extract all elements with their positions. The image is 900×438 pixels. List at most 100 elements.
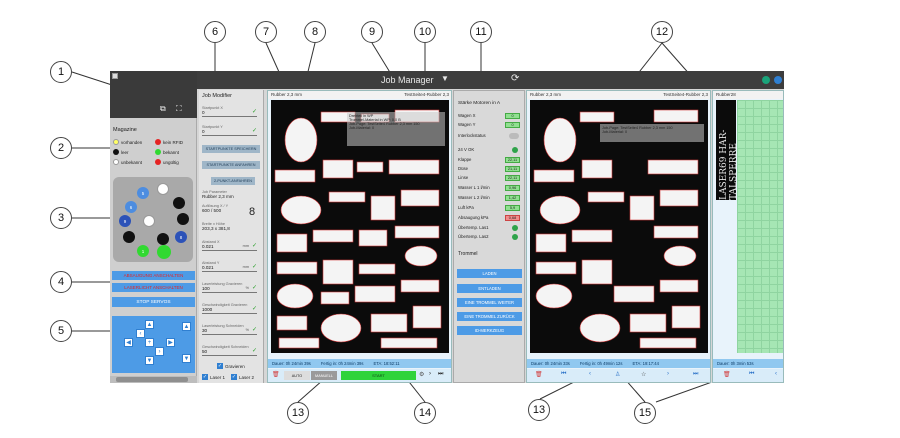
callout-12: 12 (651, 21, 673, 43)
fullscreen-icon[interactable]: ⛶ (176, 104, 182, 113)
trash-icon[interactable]: 🗑 (723, 372, 731, 378)
id-werkzeug-button[interactable]: ID-MERKZEUG (457, 326, 522, 335)
field-value[interactable]: 30% ✓ (202, 327, 257, 335)
field-label: Abstand X (202, 240, 220, 244)
callout-13b: 13 (528, 399, 550, 421)
start-button[interactable]: START (341, 371, 416, 380)
scrollbar-thumb[interactable] (116, 377, 188, 382)
settings-icon[interactable]: ⚙ (419, 372, 425, 378)
field-value[interactable]: 0 ✓ (202, 109, 257, 117)
startpunkt-y-field[interactable]: Startpunkt Y 0 ✓ (202, 125, 257, 136)
left-horizontal-scrollbar[interactable] (110, 376, 197, 383)
jog-z-down-button[interactable]: ▼ (182, 354, 191, 363)
magazine-slot[interactable] (123, 231, 135, 243)
job-manager-window: Job Manager ▼ ⟳ ⧉ ⛶ Magazine vorhanden k… (110, 71, 784, 383)
skip-start-icon[interactable]: ⏮ (749, 371, 755, 377)
laser2-checkbox[interactable]: ✓ Laser 2 (231, 374, 255, 380)
abstand-x-field[interactable]: Abstand X 0.021 mm ✓ (202, 240, 257, 251)
status-dauer: Dauer: 0h 3min 53s (717, 361, 754, 366)
menu-caret-icon[interactable]: ▼ (441, 74, 449, 83)
laden-button[interactable]: LADEN (457, 269, 522, 278)
sensor-value: 22,11 (505, 157, 520, 163)
trash-icon[interactable]: 🗑 (535, 372, 543, 378)
entladen-button[interactable]: ENTLADEN (457, 284, 522, 293)
job-preview-canvas[interactable]: Drehteil in WP Trommel-Material in WP: 0… (271, 100, 449, 353)
startpunkte-anfahren-button[interactable]: STARTPUNKTE ANFAHREN (202, 161, 260, 169)
field-value[interactable]: 100% ✓ (202, 285, 257, 293)
trommel-zurueck-button[interactable]: EINE TROMMEL ZURÜCK (457, 312, 522, 321)
field-value[interactable]: 0.021 mm ✓ (202, 264, 257, 272)
jog-right-fine-button[interactable]: › (155, 347, 164, 356)
manual-mode-button[interactable]: MANUELL (311, 371, 337, 380)
callout-5: 5 (50, 320, 72, 342)
popout-icon[interactable]: ⧉ (160, 104, 166, 113)
magazine-slot[interactable]: 1 (137, 245, 149, 257)
jog-center-button[interactable]: + (145, 338, 154, 347)
next-icon[interactable]: › (667, 371, 669, 377)
skip-start-icon[interactable]: ⏮ (561, 371, 567, 377)
field-value[interactable]: 0.021 mm ✓ (202, 243, 257, 251)
person-icon[interactable]: ♙ (615, 372, 621, 378)
callout-7: 7 (255, 21, 277, 43)
laserleistung-gravieren-field[interactable]: Laserleistung Gravieren 100% ✓ (202, 282, 257, 293)
trash-icon[interactable]: 🗑 (272, 372, 280, 378)
magazine-slot[interactable] (143, 215, 155, 227)
checkbox-checked-icon[interactable]: ✓ (217, 363, 223, 369)
field-value[interactable]: 50 ✓ (202, 348, 257, 356)
legend-item: unbekannt (113, 159, 153, 165)
checkbox-checked-icon[interactable]: ✓ (202, 374, 208, 380)
auto-mode-button[interactable]: AUTO (284, 371, 310, 380)
jog-up-button[interactable]: ▲ (145, 320, 154, 329)
refresh-icon[interactable]: ⟳ (511, 73, 520, 84)
laserleistung-schneiden-field[interactable]: Laserleistung Schneiden 30% ✓ (202, 324, 257, 335)
jog-down-button[interactable]: ▼ (145, 356, 154, 365)
jog-right-button[interactable]: ▶ (166, 338, 175, 347)
magazine-slot[interactable] (157, 183, 169, 195)
geschwindigkeit-gravieren-field[interactable]: Geschwindigkeit Gravieren 1000 ✓ (202, 303, 257, 314)
abstand-y-field[interactable]: Abstand Y 0.021 mm ✓ (202, 261, 257, 272)
gravieren-checkbox[interactable]: ✓ Gravieren (217, 363, 245, 369)
startpunkte-speichern-button[interactable]: STARTPUNKTE SPEICHERN (202, 145, 260, 153)
check-icon: ✓ (251, 264, 257, 270)
status-dot-green[interactable] (762, 76, 770, 84)
sensor-row: Wasser L 2 l/min 1,42 (458, 195, 522, 202)
stop-servos-button[interactable]: STOP SERVOS (112, 297, 195, 307)
jog-z-up-button[interactable]: ▲ (182, 322, 191, 331)
trommel-weiter-button[interactable]: EINE TROMMEL WEITER (457, 298, 522, 307)
magazine-slot[interactable]: 9 (119, 215, 131, 227)
magazine-slot[interactable]: 6 (125, 201, 137, 213)
next-icon[interactable]: › (429, 371, 431, 377)
magazine-slot[interactable] (173, 197, 185, 209)
skip-end-icon[interactable]: ⏭ (438, 371, 444, 377)
field-value[interactable]: 1000 ✓ (202, 306, 257, 314)
magazine-slot[interactable] (177, 213, 189, 225)
status-fertig: Fertig in: 0h 24min 39s (320, 361, 364, 366)
laser1-checkbox[interactable]: ✓ Laser 1 (202, 374, 226, 380)
magazine-slot[interactable] (157, 245, 171, 259)
absaugung-button[interactable]: ABSAUGUNG ANSCHALTEN (112, 271, 195, 280)
previous-icon[interactable]: ‹ (775, 371, 777, 377)
field-value[interactable]: 0 ✓ (202, 128, 257, 136)
checkbox-checked-icon[interactable]: ✓ (231, 374, 237, 380)
geschwindigkeit-schneiden-field[interactable]: Geschwindigkeit Schneiden 50 ✓ (202, 345, 257, 356)
sensor-value: 0,96 (505, 185, 520, 191)
status-dot-blue[interactable] (774, 76, 782, 84)
camera-view[interactable]: ⧉ ⛶ (110, 71, 197, 118)
previous-icon[interactable]: ‹ (589, 371, 591, 377)
startpunkt-x-field[interactable]: Startpunkt X 0 ✓ (202, 106, 257, 117)
job-control-bar: 🗑 AUTO MANUELL START ⚙ › ⏭ (268, 369, 451, 382)
magazine-title: Magazine (113, 127, 137, 133)
green-grid-canvas[interactable] (737, 100, 783, 353)
skip-end-icon[interactable]: ⏭ (693, 371, 699, 377)
jog-left-fine-button[interactable]: ‹ (136, 329, 145, 338)
interlock-toggle[interactable] (509, 133, 519, 139)
job-preview-canvas[interactable]: Job-Page: TestSeite4 Rubber 2,3 mm 150 J… (530, 100, 708, 353)
laserlicht-button[interactable]: LASERLICHT ANSCHALTEN (112, 283, 195, 292)
magazine-slot[interactable]: 8 (175, 231, 187, 243)
magazine-slot[interactable] (157, 233, 169, 245)
job-modifier-panel: Job Modifier Startpunkt X 0 ✓ Startpunkt … (199, 90, 264, 383)
zwei-punkt-anfahren-button[interactable]: 2-PUNKT-ANFAHREN (211, 177, 255, 185)
jog-left-button[interactable]: ◀ (124, 338, 133, 347)
star-icon[interactable]: ☆ (641, 372, 647, 378)
magazine-slot[interactable]: 5 (137, 187, 149, 199)
